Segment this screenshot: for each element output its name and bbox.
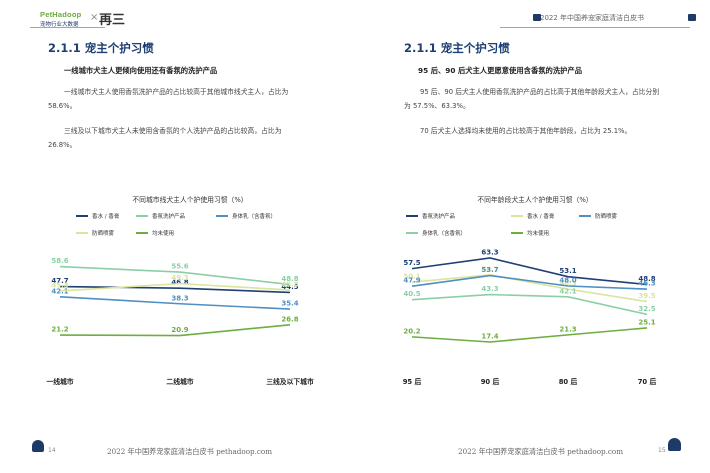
header-report-title: 2022 年中国养宠家庭清洁白皮书 (540, 13, 644, 23)
left-subheading: 一线城市犬主人更倾向使用还有香氛的洗护产品 (64, 66, 218, 75)
left-data-label: 38.3 (171, 294, 188, 302)
right-paragraph-1: 95 后、90 后犬主人使用香氛洗护产品的占比高于其他年龄段犬主人，占比分别 为… (404, 86, 694, 113)
right-legend-label: 身体乳（含香氛） (422, 229, 466, 237)
right-data-label: 48.0 (559, 277, 576, 285)
left-data-label: 44.5 (281, 283, 298, 291)
left-data-label: 47.7 (51, 277, 68, 285)
left-series-line (59, 295, 291, 310)
left-paragraph-2: 三线及以下城市犬主人未使用含香氛的个人洗护产品的占比较高，占比为 26.8%。 (48, 125, 338, 152)
right-legend-label: 均未使用 (527, 229, 549, 237)
left-legend-label: 香水 / 香膏 (92, 212, 120, 220)
left-chart-title: 不同城市线犬主人个护使用习惯（%） (132, 196, 248, 204)
right-data-label: 17.4 (481, 333, 498, 341)
left-data-label: 58.6 (51, 257, 68, 265)
left-series-line (59, 324, 291, 337)
right-subheading: 95 后、90 后犬主人更愿意使用含香氛的洗护产品 (418, 66, 583, 75)
partner-logo: 再三 (99, 13, 126, 28)
right-series-line (411, 327, 648, 343)
right-series-line (411, 257, 648, 286)
right-data-label: 46.3 (559, 280, 576, 288)
dog-silhouette-icon (668, 438, 681, 451)
left-data-label: 45.8 (281, 281, 298, 289)
header-report-text: 2022 年中国养宠家庭清洁白皮书 (540, 14, 645, 22)
left-paragraph-1: 一线城市犬主人使用香氛洗护产品的占比较高于其他城市线犬主人，占比为 58.6%。 (48, 86, 338, 113)
left-legend-label: 香氛洗护产品 (152, 212, 186, 220)
right-data-label: 50.1 (403, 273, 420, 281)
pethadoop-logo: PetHadoop 宠物行业大数据 (40, 10, 100, 34)
right-data-label: 53.1 (559, 267, 576, 275)
left-data-label: 48.8 (281, 275, 298, 283)
right-data-label: 48.8 (638, 275, 655, 283)
right-data-label: 40.5 (403, 290, 420, 298)
left-legend-label: 防晒喷雾 (92, 229, 115, 237)
left-line-chart: 香水 / 香膏 香氛洗护产品 身体乳（含香氛） 防晒喷雾 均未使用 47.7 46.8 44.… (46, 212, 314, 386)
left-series-line (59, 265, 291, 286)
left-p1-line2: 58.6%。 (48, 101, 77, 110)
logo-sub-text: 宠物行业大数据 (40, 22, 79, 28)
left-data-label: 45.3 (51, 281, 68, 289)
left-page-number: 14 (48, 447, 56, 454)
right-data-label: 57.5 (403, 259, 420, 267)
right-category-label: 70 后 (638, 377, 657, 386)
cat-icon (533, 14, 541, 21)
dog-icon (688, 14, 696, 21)
left-legend-label: 均未使用 (152, 229, 174, 237)
left-series-line (59, 285, 291, 294)
header-rule-right (500, 27, 690, 28)
right-data-label: 46.3 (638, 280, 655, 288)
cat-silhouette-icon (32, 440, 44, 452)
left-p2-line2: 26.8%。 (48, 140, 77, 149)
left-data-label: 49.3 (171, 274, 188, 282)
right-data-label: 20.2 (403, 327, 420, 335)
right-data-label: 54.1 (481, 265, 498, 273)
right-chart-title: 不同年龄段犬主人个护使用习惯（%） (477, 196, 593, 204)
right-data-label: 63.3 (481, 249, 498, 257)
left-category-label: 三线及以下城市 (266, 377, 314, 386)
left-category-label: 二线城市 (166, 377, 193, 386)
left-data-label: 35.4 (281, 300, 298, 308)
left-data-label: 46.8 (171, 279, 188, 287)
left-p2-line1: 三线及以下城市犬主人未使用含香氛的个人洗护产品的占比较高，占比为 (64, 127, 282, 135)
left-series-line (59, 282, 291, 292)
right-series-line (411, 293, 648, 316)
right-page-number: 15 (658, 447, 666, 454)
right-data-label: 42.1 (559, 287, 576, 295)
right-data-label: 43.3 (481, 285, 498, 293)
right-data-label: 21.3 (559, 325, 576, 333)
left-section-title: 2.1.1 宠主个护习惯 (48, 41, 154, 55)
left-data-label: 21.2 (51, 326, 68, 334)
right-series-line (411, 274, 648, 290)
right-data-label: 32.5 (638, 305, 655, 313)
right-p2-line1: 70 后犬主人选择均未使用的占比较高于其他年龄段，占比为 25.1%。 (420, 127, 632, 135)
right-legend-label: 防晒喷雾 (595, 212, 618, 220)
left-legend-label: 身体乳（含香氛） (232, 212, 276, 220)
right-data-label: 53.7 (481, 266, 498, 274)
right-category-label: 95 后 (403, 377, 422, 386)
left-data-label: 26.8 (281, 315, 298, 323)
header-rule-left (30, 27, 105, 28)
right-category-label: 80 后 (559, 377, 578, 386)
left-category-label: 一线城市 (46, 377, 73, 386)
right-data-label: 39.5 (638, 292, 655, 300)
right-p1-line1: 95 后、90 后犬主人使用香氛洗护产品的占比高于其他年龄段犬主人，占比分别 (420, 88, 660, 96)
right-footer: 2022 年中国养宠家庭清洁白皮书 pethadoop.com (458, 447, 624, 456)
right-paragraph-2: 70 后犬主人选择均未使用的占比较高于其他年龄段，占比为 25.1%。 (404, 125, 694, 139)
logo-main-text: PetHadoop (40, 10, 82, 19)
left-data-label: 55.6 (171, 263, 188, 271)
right-data-label: 47.9 (403, 277, 420, 285)
collab-cross: × (90, 12, 99, 23)
right-section-title: 2.1.1 宠主个护习惯 (404, 41, 510, 55)
right-legend-label: 香氛洗护产品 (422, 212, 456, 220)
left-p1-line1: 一线城市犬主人使用香氛洗护产品的占比较高于其他城市线犬主人，占比为 (64, 88, 289, 96)
left-data-label: 20.9 (171, 326, 188, 334)
right-p1-line2: 为 57.5%、63.3%。 (404, 101, 470, 110)
right-category-label: 90 后 (481, 377, 500, 386)
left-footer: 2022 年中国养宠家庭清洁白皮书 pethadoop.com (107, 447, 273, 456)
right-legend-label: 香水 / 香膏 (527, 212, 555, 220)
right-data-label: 25.1 (638, 318, 655, 326)
right-series-line (411, 274, 648, 303)
